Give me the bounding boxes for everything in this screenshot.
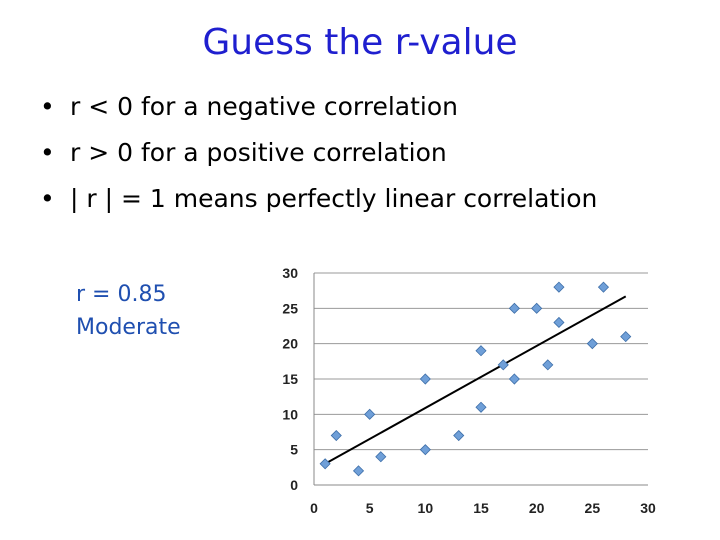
x-tick-label: 0 xyxy=(310,500,318,516)
data-point xyxy=(330,429,342,442)
bullet-marker: • xyxy=(40,184,55,213)
y-tick-label: 0 xyxy=(290,477,298,493)
x-tick-label: 20 xyxy=(529,500,545,516)
data-point xyxy=(364,408,376,420)
data-point xyxy=(553,281,565,293)
data-point xyxy=(553,316,565,329)
bullet-item: • | r | = 1 means perfectly linear correl… xyxy=(40,176,710,222)
x-tick-label: 15 xyxy=(473,500,489,516)
bullet-item: • r > 0 for a positive correlation xyxy=(40,130,710,176)
data-point xyxy=(597,281,610,293)
data-point xyxy=(375,451,387,463)
data-point xyxy=(531,302,543,314)
y-tick-label: 5 xyxy=(290,442,298,458)
y-tick-label: 25 xyxy=(282,300,298,316)
data-point xyxy=(586,338,598,350)
bullet-marker: • xyxy=(40,138,55,167)
data-point xyxy=(475,401,487,413)
scatter-chart: 0 5 10 15 20 25 30 0 5 10 15 20 25 30 xyxy=(282,265,656,516)
y-tick-label: 30 xyxy=(282,265,298,281)
data-point xyxy=(497,359,509,371)
bullet-text: r > 0 for a positive correlation xyxy=(70,138,447,167)
x-tick-label: 10 xyxy=(418,500,434,516)
data-point xyxy=(542,359,554,371)
y-tick-label: 15 xyxy=(282,371,298,387)
data-point xyxy=(419,444,431,456)
data-point xyxy=(620,331,632,343)
slide-title: Guess the r-value xyxy=(202,22,518,63)
x-tick-label: 30 xyxy=(640,500,656,516)
bullet-text: | r | = 1 means perfectly linear correla… xyxy=(70,184,598,213)
r-value-label: r = 0.85 xyxy=(76,282,167,307)
data-point xyxy=(508,373,520,385)
bullet-item: • r < 0 for a negative correlation xyxy=(40,84,710,130)
data-point xyxy=(352,465,365,477)
data-point xyxy=(419,373,431,385)
data-point xyxy=(475,345,487,357)
bullet-marker: • xyxy=(40,92,55,121)
x-tick-label: 25 xyxy=(585,500,601,516)
x-tick-label: 5 xyxy=(366,500,374,516)
data-point xyxy=(508,302,520,314)
data-point xyxy=(319,458,331,470)
trend-line xyxy=(324,295,627,465)
y-tick-label: 10 xyxy=(282,406,298,422)
bullet-text: r < 0 for a negative correlation xyxy=(70,92,458,121)
strength-label: Moderate xyxy=(76,315,181,340)
y-tick-label: 20 xyxy=(282,336,298,352)
r-value-annotation: r = 0.85 Moderate xyxy=(76,278,181,344)
bullet-list: • r < 0 for a negative correlation • r > 0… xyxy=(40,84,710,222)
data-point xyxy=(453,429,465,442)
